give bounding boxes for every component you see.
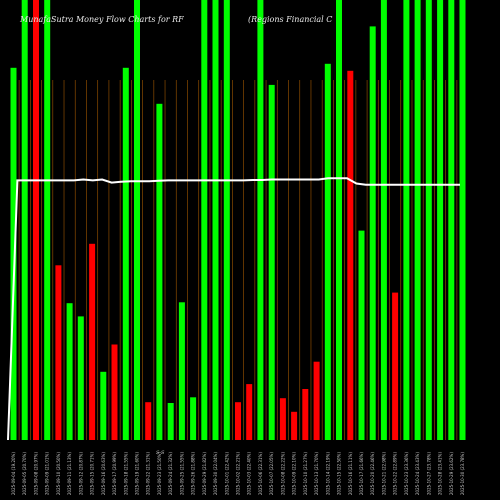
x-tick-label: 2025-10-14 (22.19%) (325, 452, 330, 495)
chart-title: MunafaSutra Money Flow Charts for RF (19, 15, 184, 24)
x-tick-label: 2025-09-16 (20.63%) (101, 452, 106, 495)
bar-down (347, 70, 354, 441)
bar-up (201, 0, 208, 440)
x-tick-label: 2025-09-23 (21.50%) (157, 452, 162, 495)
bar-up (100, 371, 107, 440)
bar-up (403, 0, 410, 440)
bar-up (223, 0, 230, 440)
x-tick-label: 2025-10-22 (22.89%) (393, 452, 398, 495)
x-tick-label: 2025-10-06 (22.31%) (258, 452, 263, 495)
x-tick-label: 2025-09-25 (21.55%) (179, 452, 184, 495)
bar-up (156, 103, 163, 441)
bar-down (279, 398, 286, 440)
bar-up (414, 0, 421, 440)
x-tick-label: 2025-10-07 (22.05%) (269, 452, 274, 495)
bar-up (448, 0, 455, 440)
bar-down (89, 243, 96, 440)
bar-down (313, 361, 320, 440)
bar-up (425, 0, 432, 440)
x-tick-label: 2025-10-10 (21.27%) (303, 452, 308, 495)
bar-up (77, 316, 84, 440)
bar-down (235, 402, 241, 440)
bar-up (66, 303, 73, 440)
bar-down (246, 384, 253, 440)
x-tick-label: 2025-09-09 (21.01%) (45, 452, 50, 495)
x-tick-label: 2025-10-30 (23.78%) (460, 452, 465, 495)
bar-up (212, 0, 219, 440)
money-flow-line (7, 177, 460, 441)
bar-up (134, 0, 140, 440)
bar-up (268, 84, 275, 441)
bar-down (55, 265, 62, 440)
x-tick-label: 2025-09-04 (19.20%) (11, 452, 16, 495)
bar-up (358, 230, 365, 440)
bar-down (392, 292, 399, 440)
x-tick-label: 2025-09-30 (22.04%) (213, 452, 218, 495)
x-tick-label: 2025-09-24 (21.32%) (168, 452, 173, 495)
bar-up (167, 403, 174, 440)
x-tick-label: 2025-09-15 (20.71%) (90, 452, 95, 495)
grid-layer (18, 80, 458, 440)
x-tick-label: 2025-10-28 (23.41%) (438, 452, 443, 495)
bar-down (33, 0, 39, 440)
x-tick-label: 2025-09-22 (21.31%) (146, 452, 151, 495)
bar-up (257, 0, 264, 440)
tick-layer: 2025-09-04 (19.20%) 2025-09-05 (20.70%) 20… (11, 452, 465, 495)
x-tick-label: 2025-10-02 (22.21%) (236, 452, 241, 495)
x-tick-label: 2025-09-26 (21.88%) (191, 452, 196, 495)
x-tick-label: 2025-10-03 (22.40%) (247, 452, 252, 495)
bar-up (369, 26, 376, 441)
bar-up (324, 63, 331, 441)
x-tick-label: 2025-10-17 (21.66%) (359, 452, 364, 495)
x-tick-label: 2025-09-05 (20.70%) (22, 452, 27, 495)
x-tick-label: 2025-09-08 (20.97%) (34, 452, 39, 495)
bar-up (336, 0, 342, 440)
x-tick-label: 2025-09-18 (21.55%) (123, 452, 128, 495)
x-tick-label: 2025-09-17 (20.99%) (112, 452, 117, 495)
x-tick-label: 2025-10-08 (22.22%) (280, 452, 285, 495)
x-tick-label: 2025-09-11 (21.13%) (67, 452, 72, 495)
x-tick-label: 2025-09-19 (21.60%) (135, 452, 140, 495)
bar-down (291, 411, 298, 440)
x-tick-label: 2025-10-09 (22.10%) (292, 452, 297, 495)
bar-up (178, 302, 185, 440)
x-tick-label: 2025-10-29 (23.62%) (449, 452, 454, 495)
x-tick-label: 2025-09-12 (20.87%) (78, 452, 83, 495)
bar-down (111, 344, 118, 440)
line-layer (7, 177, 460, 441)
x-tick-label: 2025-10-13 (21.70%) (314, 452, 319, 495)
bar-up (122, 67, 129, 441)
x-tick-label: 2025-10-20 (22.46%) (370, 452, 375, 495)
chart-subtitle: (Regions Financial C (248, 15, 332, 24)
x-tick-label: 2025-09-29 (21.82%) (202, 452, 207, 495)
mid-annotation: S S (156, 450, 165, 456)
bar-up (437, 0, 444, 440)
bar-up (190, 397, 197, 440)
bar-up (380, 0, 387, 440)
x-tick-label: 2025-10-24 (23.43%) (415, 452, 420, 495)
x-tick-label: 2025-09-10 (20.50%) (56, 452, 61, 495)
bar-up (10, 67, 17, 441)
x-tick-label: 2025-10-15 (22.50%) (337, 452, 342, 495)
x-tick-label: 2025-10-21 (22.98%) (381, 452, 386, 495)
bar-down (302, 389, 309, 440)
bar-up (459, 0, 466, 440)
x-tick-label: 2025-10-27 (23.78%) (426, 452, 431, 495)
x-tick-label: 2025-10-23 (23.36%) (404, 452, 409, 495)
bar-layer (10, 0, 466, 441)
bar-down (145, 402, 152, 440)
x-tick-label: 2025-10-16 (21.11%) (348, 452, 353, 495)
bar-up (21, 0, 28, 440)
bar-up (44, 0, 51, 440)
x-tick-label: 2025-10-01 (22.42%) (224, 452, 229, 495)
